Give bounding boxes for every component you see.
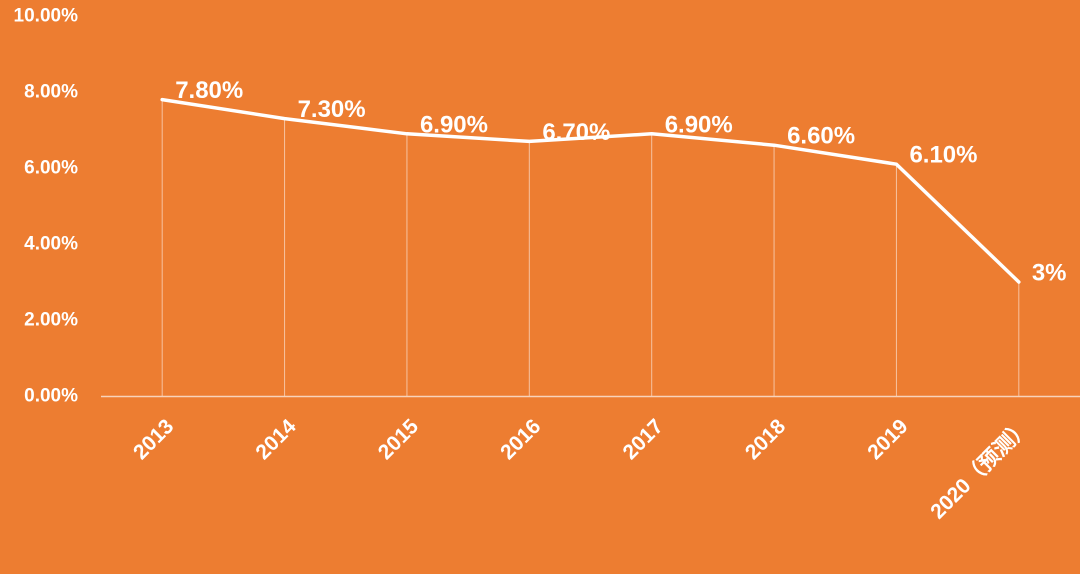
data-label-2: 6.90% [420,111,488,138]
data-label-3: 6.70% [542,119,610,146]
x-tick-label-2: 2015 [374,415,424,465]
x-axis-ticks: 2013 2014 2015 2016 2017 2018 2019 2020（预测） [129,414,1035,523]
data-label-0: 7.80% [175,77,243,104]
data-label-5: 6.60% [787,123,855,150]
series-line [160,97,1021,284]
x-tick-label-3: 2016 [496,415,545,464]
data-label-7: 3% [1032,260,1067,287]
y-tick-label-5: 10.00% [14,6,79,27]
drop-lines [161,99,1020,396]
data-labels: 7.80% 7.30% 6.90% 6.70% 6.90% 6.60% 6.10% 3% [175,77,1066,286]
y-tick-label-0: 0.00% [24,386,78,407]
x-tick-label-1: 2014 [251,415,301,465]
y-tick-label-4: 8.00% [24,82,78,103]
y-tick-label-3: 6.00% [24,158,78,179]
data-label-4: 6.90% [665,111,733,138]
y-tick-label-2: 4.00% [24,234,78,255]
x-tick-label-6: 2019 [863,415,912,464]
data-label-1: 7.30% [298,96,366,123]
x-tick-label-4: 2017 [619,415,668,464]
y-tick-label-1: 2.00% [24,310,78,331]
x-tick-label-5: 2018 [741,415,791,465]
data-label-6: 6.10% [909,142,977,169]
x-tick-label-0: 2013 [129,415,178,464]
y-axis-ticks: 0.00% 2.00% 4.00% 6.00% 8.00% 10.00% [14,6,79,407]
x-tick-label-7: 2020（预测） [926,414,1035,523]
